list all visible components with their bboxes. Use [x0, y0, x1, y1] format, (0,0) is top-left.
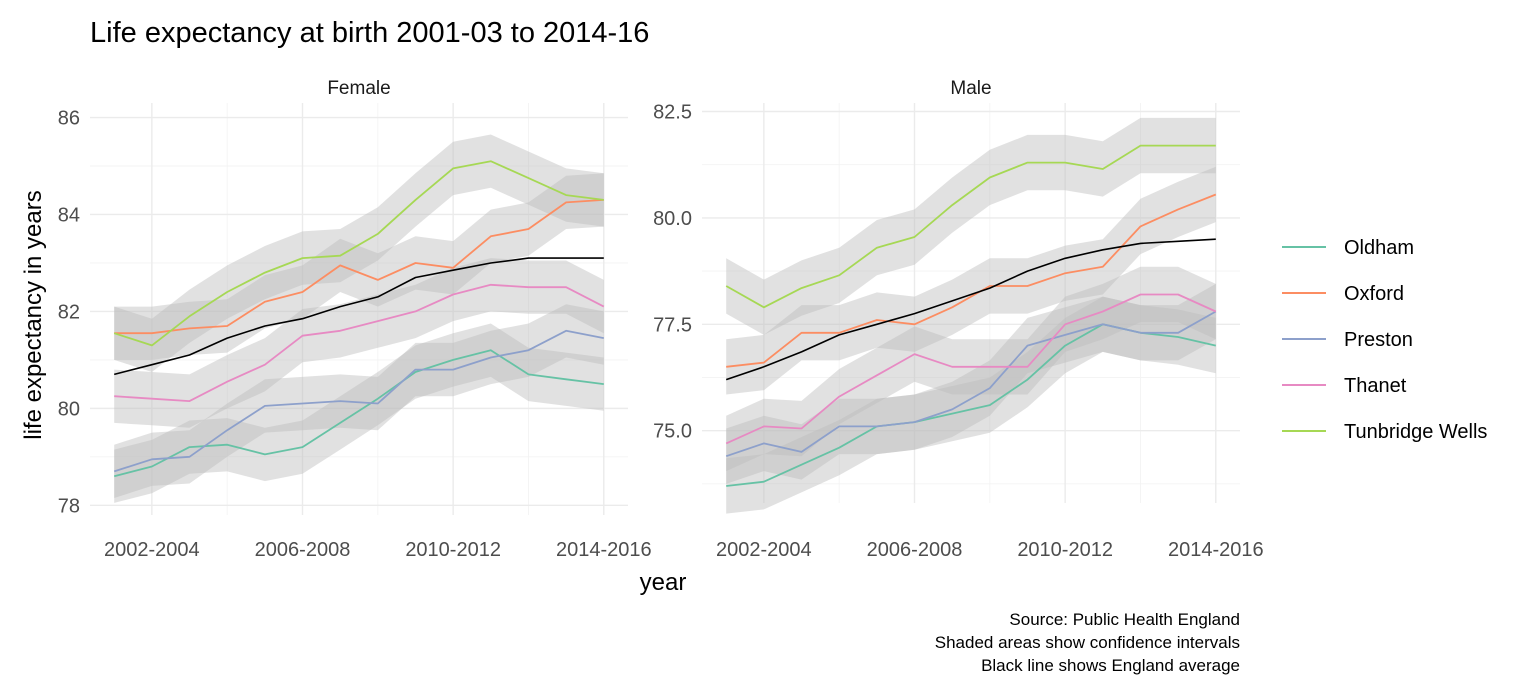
- x-tick-label: 2014-2016: [556, 539, 652, 561]
- y-tick-label: 78: [58, 495, 80, 517]
- x-tick-label: 2002-2004: [104, 539, 200, 561]
- caption-line: Source: Public Health England: [1009, 610, 1240, 629]
- series-lines: [725, 144, 1217, 487]
- caption-line: Black line shows England average: [981, 656, 1240, 675]
- ribbon-oxford: [114, 173, 604, 360]
- legend-label: Oldham: [1344, 237, 1414, 259]
- ribbon-preston: [726, 283, 1216, 484]
- y-tick-label: 77.5: [653, 314, 692, 336]
- gridlines: [702, 103, 1240, 503]
- ribbon-oldham: [114, 323, 604, 503]
- y-tick-label: 86: [58, 108, 80, 130]
- ribbon-tunbridge-wells: [114, 134, 604, 372]
- line-england: [725, 238, 1216, 381]
- x-tick-label: 2014-2016: [1168, 539, 1264, 561]
- x-tick-label: 2006-2008: [255, 539, 351, 561]
- ribbon-thanet: [726, 266, 1216, 472]
- line-england: [114, 257, 604, 376]
- caption: Source: Public Health England Shaded area…: [935, 610, 1240, 675]
- legend-item-preston: Preston: [1282, 329, 1413, 351]
- y-tick-label: 82.5: [653, 102, 692, 124]
- legend-item-oldham: Oldham: [1282, 237, 1414, 259]
- legend-label: Thanet: [1344, 375, 1407, 397]
- line-tunbridge-wells: [113, 160, 604, 347]
- series-lines: [113, 160, 605, 478]
- x-axis-label: year: [640, 569, 687, 596]
- panel-strip-label: Female: [327, 78, 390, 99]
- line-thanet: [725, 293, 1217, 445]
- panel-male: Male 75.0 77.5 80.0 82.5 2002-2004 2006-2008 20…: [653, 78, 1264, 561]
- panel-strip-label: Male: [950, 78, 991, 99]
- ribbon-thanet: [114, 258, 604, 428]
- ribbon-oxford: [726, 166, 1216, 395]
- y-tick-label: 84: [58, 204, 80, 226]
- caption-line: Shaded areas show confidence intervals: [935, 633, 1240, 652]
- legend-item-oxford: Oxford: [1282, 283, 1404, 305]
- line-oxford: [114, 199, 604, 335]
- x-tick-label: 2002-2004: [716, 539, 812, 561]
- x-tick-label: 2010-2012: [1017, 539, 1113, 561]
- panel-female: Female 78 80 82 84 86 2002-2004 2006-2008 2010-2…: [58, 78, 652, 561]
- chart-title: Life expectancy at birth 2001-03 to 2014…: [90, 17, 649, 49]
- y-axis-label: life expectancy in years: [20, 190, 47, 439]
- line-oxford: [726, 193, 1217, 368]
- legend-item-thanet: Thanet: [1282, 375, 1407, 397]
- legend-label: Preston: [1344, 329, 1413, 351]
- line-oldham: [113, 349, 604, 478]
- ribbon-tunbridge-wells: [726, 117, 1216, 335]
- y-tick-label: 80.0: [653, 208, 692, 230]
- y-tick-label: 75.0: [653, 421, 692, 443]
- panels: Female 78 80 82 84 86 2002-2004 2006-2008 2010-2…: [58, 78, 1264, 561]
- x-tick-label: 2006-2008: [867, 539, 963, 561]
- legend-item-tunbridge-wells: Tunbridge Wells: [1282, 421, 1487, 443]
- legend-label: Oxford: [1344, 283, 1404, 305]
- x-tick-label: 2010-2012: [405, 539, 501, 561]
- ribbon-oldham: [726, 296, 1216, 514]
- confidence-ribbons: [114, 134, 604, 503]
- y-tick-label: 80: [58, 398, 80, 420]
- line-preston: [113, 329, 604, 473]
- line-tunbridge-wells: [725, 144, 1216, 309]
- line-preston: [725, 310, 1217, 458]
- line-thanet: [114, 283, 605, 403]
- legend-label: Tunbridge Wells: [1344, 421, 1487, 443]
- legend: Oldham Oxford Preston Thanet Tunbridge Wells: [1282, 237, 1487, 443]
- y-tick-label: 82: [58, 301, 80, 323]
- confidence-ribbons: [726, 117, 1216, 514]
